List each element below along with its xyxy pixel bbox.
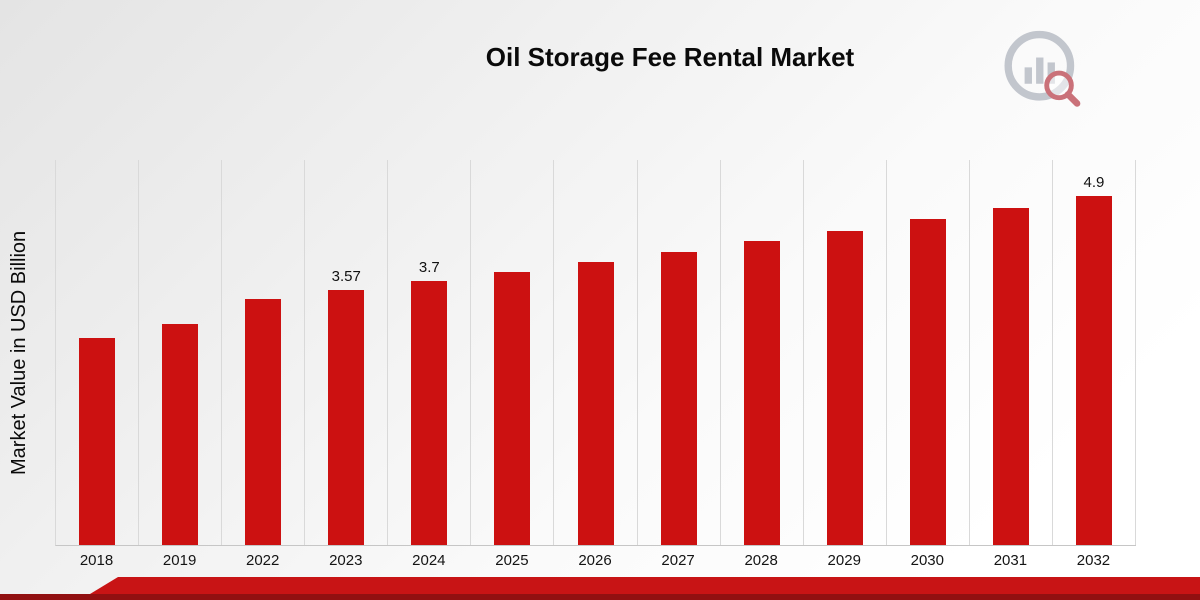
- x-tick-label: 2025: [495, 552, 529, 569]
- bar-slot: [471, 160, 555, 545]
- bar-2024: [411, 281, 448, 545]
- x-tick-label: 2028: [744, 552, 778, 569]
- bar-2029: [826, 231, 863, 545]
- bar-value-label: 3.57: [331, 268, 361, 285]
- x-tick-label: 2029: [827, 552, 861, 569]
- bar-2030: [909, 219, 946, 545]
- x-tick-label: 2019: [162, 552, 197, 569]
- y-axis-label: Market Value in USD Billion: [8, 230, 30, 475]
- x-tick-label: 2022: [246, 552, 280, 569]
- bar-2022: [245, 299, 282, 545]
- x-tick-label: 2027: [661, 552, 695, 569]
- x-tick-label: 2024: [412, 552, 446, 569]
- bottom-ribbon: [90, 577, 1200, 594]
- bar-2027: [660, 252, 697, 545]
- bar-chart-magnifier-logo: [1004, 30, 1081, 107]
- bar-2031: [992, 208, 1029, 545]
- bar-2019: [162, 324, 199, 545]
- bar-slot: 4.9: [1053, 160, 1137, 545]
- bar-slot: [56, 160, 140, 545]
- bar-slot: 3.7: [388, 160, 472, 545]
- bar-slot: [139, 160, 223, 545]
- bar-slot: [222, 160, 306, 545]
- x-tick-label: 2030: [910, 552, 944, 569]
- bar-slot: [970, 160, 1053, 545]
- x-tick-label: 2032: [1076, 552, 1111, 569]
- bar-value-label: 3.7: [418, 259, 440, 276]
- bar-2032: [1075, 196, 1112, 545]
- bar-slot: 3.57: [305, 160, 389, 545]
- bar-slot: [638, 160, 721, 545]
- bar-2023: [328, 290, 365, 545]
- bottom-ribbon-dark: [0, 594, 1200, 600]
- bar-2025: [494, 272, 531, 545]
- bar-2026: [577, 262, 614, 545]
- x-tick-label: 2023: [329, 552, 363, 569]
- brand-logo-icon: [1000, 28, 1082, 110]
- x-axis: 2018 2019 2022 2023 2024 2025 2026 2027 2028 2029…: [55, 552, 1135, 569]
- x-tick-label: 2026: [578, 552, 612, 569]
- x-tick-label: 2031: [993, 552, 1028, 569]
- bar-slot: [804, 160, 887, 545]
- bar-value-label: 4.9: [1083, 174, 1105, 191]
- bar-2028: [743, 241, 780, 545]
- bar-2018: [79, 338, 116, 545]
- chart-title: Oil Storage Fee Rental Market: [485, 42, 855, 72]
- x-tick-label: 2018: [79, 552, 114, 569]
- plot-area: 3.57 3.7 4.9: [55, 160, 1137, 546]
- bar-slot: [554, 160, 638, 545]
- bar-slot: [721, 160, 804, 545]
- bar-slot: [887, 160, 970, 545]
